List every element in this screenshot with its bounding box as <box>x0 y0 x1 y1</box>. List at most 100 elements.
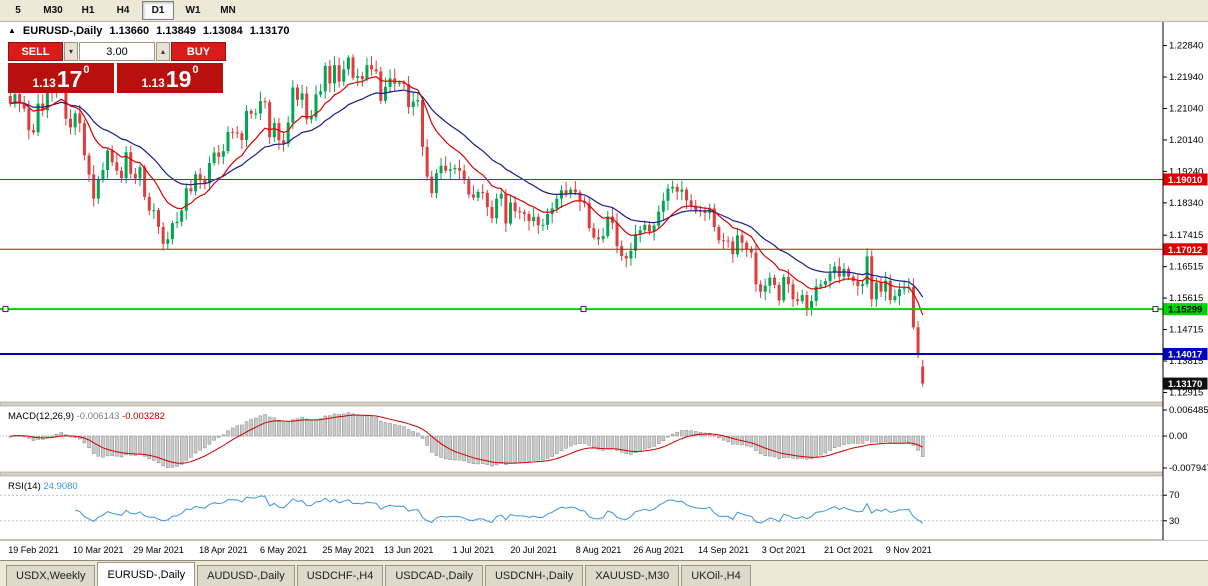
rsi-label: RSI(14) 24.9080 <box>8 481 78 492</box>
chart-symbol-title: EURUSD-,Daily <box>22 25 103 37</box>
timeframe-button-m30[interactable]: M30 <box>43 5 63 16</box>
date-label: 14 Sep 2021 <box>698 545 749 555</box>
sell-price-display[interactable]: 1.13 17 0 <box>8 63 114 93</box>
price-tick: 1.18340 <box>1169 198 1203 209</box>
buy-price-whole: 1.13 <box>141 76 165 90</box>
timeframe-button-d1[interactable]: D1 <box>142 1 174 20</box>
chart-tab-usdx-weekly[interactable]: USDX,Weekly <box>6 565 96 586</box>
timeframe-button-mn[interactable]: MN <box>220 5 236 16</box>
chart-tab-usdcnh-daily[interactable]: USDCNH-,Daily <box>484 565 584 586</box>
chart-tab-audusd-daily[interactable]: AUDUSD-,Daily <box>197 565 295 586</box>
rsi-axis-tick: 70 <box>1169 490 1180 501</box>
buy-price-display[interactable]: 1.13 19 0 <box>117 63 223 93</box>
date-label: 13 Jun 2021 <box>384 545 434 555</box>
price-tick: 1.22840 <box>1169 41 1203 52</box>
timeframe-button-h1[interactable]: H1 <box>81 5 95 16</box>
chart-tab-ukoil-h4[interactable]: UKOil-,H4 <box>681 565 751 586</box>
svg-text:1.19010: 1.19010 <box>1168 175 1202 186</box>
chart-window: 1.22840 1.21940 1.21040 1.20140 1.19240 1.183… <box>0 22 1208 560</box>
date-label: 3 Oct 2021 <box>762 545 806 555</box>
price-tick: 1.21040 <box>1169 103 1203 114</box>
volume-input[interactable]: 3.00 <box>79 42 155 61</box>
date-label: 26 Aug 2021 <box>633 545 684 555</box>
timeframe-button-5[interactable]: 5 <box>15 5 21 16</box>
price-close: 1.13170 <box>249 25 290 37</box>
rsi-line <box>75 495 923 524</box>
price-tick: 1.19240 <box>1169 166 1203 177</box>
date-label: 20 Jul 2021 <box>510 545 557 555</box>
price-tick: 1.21940 <box>1169 72 1203 83</box>
price-tick: 1.12915 <box>1169 387 1203 398</box>
price-tick: 1.17415 <box>1169 230 1203 241</box>
volume-decrease-button[interactable]: ▾ <box>64 42 78 61</box>
current-price-tag: 1.13170 <box>1163 377 1208 390</box>
date-label: 1 Jul 2021 <box>453 545 495 555</box>
caret-down-icon: ▾ <box>68 47 73 56</box>
date-label: 18 Apr 2021 <box>199 545 248 555</box>
macd-rsi-separator[interactable] <box>0 471 1208 477</box>
price-tick: 1.13815 <box>1169 356 1203 367</box>
one-click-trade-panel: SELL ▾ 3.00 ▴ BUY 1.13 17 0 1.13 19 0 <box>8 42 226 93</box>
line-handle[interactable] <box>580 306 587 313</box>
price-tick: 1.14715 <box>1169 325 1203 336</box>
svg-text:1.15299: 1.15299 <box>1168 305 1202 316</box>
chart-tab-bar: USDX,Weekly EURUSD-,Daily AUDUSD-,Daily USD… <box>0 560 1208 586</box>
line-handle[interactable] <box>2 306 9 313</box>
chart-header: ▲ EURUSD-,Daily 1.13660 1.13849 1.13084 … <box>8 25 289 37</box>
price-high: 1.13849 <box>156 25 196 37</box>
timeframe-toolbar: 5 M30 H1 H4 D1 W1 MN <box>0 0 1208 22</box>
date-label: 9 Nov 2021 <box>886 545 932 555</box>
sell-price-whole: 1.13 <box>32 76 56 90</box>
price-tick: 1.15615 <box>1169 293 1203 304</box>
chart-canvas[interactable]: 1.22840 1.21940 1.21040 1.20140 1.19240 1.183… <box>0 22 1208 560</box>
timeframe-button-h4[interactable]: H4 <box>116 5 130 16</box>
price-tick: 1.16515 <box>1169 262 1203 273</box>
svg-text:1.13170: 1.13170 <box>1168 379 1202 390</box>
price-open: 1.13660 <box>109 25 150 37</box>
trade-price-row: 1.13 17 0 1.13 19 0 <box>8 63 226 93</box>
candlestick-layer <box>8 54 925 387</box>
date-label: 10 Mar 2021 <box>73 545 124 555</box>
chart-tab-usdchf-h4[interactable]: USDCHF-,H4 <box>296 565 384 586</box>
buy-price-pips: 19 <box>165 66 192 93</box>
ma-fast-line <box>10 76 924 316</box>
svg-text:1.14017: 1.14017 <box>1168 349 1202 360</box>
date-label: 29 Mar 2021 <box>133 545 184 555</box>
chart-tab-xauusd-m30[interactable]: XAUUSD-,M30 <box>585 565 680 586</box>
price-low: 1.13084 <box>202 25 243 37</box>
macd-axis-tick: 0.00 <box>1169 431 1188 442</box>
buy-button[interactable]: BUY <box>171 42 226 61</box>
price-tag-1.14017: 1.14017 <box>1163 347 1208 360</box>
ma-slow-line <box>10 89 924 298</box>
timeframe-button-w1[interactable]: W1 <box>185 5 201 16</box>
time-axis[interactable]: 19 Feb 2021 10 Mar 2021 29 Mar 2021 18 Apr … <box>8 545 932 555</box>
svg-text:1.17012: 1.17012 <box>1168 245 1202 256</box>
chart-background <box>0 22 1208 560</box>
chart-tab-usdcad-daily[interactable]: USDCAD-,Daily <box>385 565 483 586</box>
price-tag-1.17012: 1.17012 <box>1163 243 1208 256</box>
date-label: 19 Feb 2021 <box>8 545 59 555</box>
sell-price-pips: 17 <box>56 66 83 93</box>
volume-increase-button[interactable]: ▴ <box>156 42 170 61</box>
macd-axis-tick: -0.007947 <box>1169 463 1208 474</box>
trade-buttons-row: SELL ▾ 3.00 ▴ BUY <box>8 42 226 61</box>
buy-price-pipette: 0 <box>192 64 199 76</box>
macd-signal-line <box>10 414 923 464</box>
macd-histogram <box>8 412 925 468</box>
sell-button[interactable]: SELL <box>8 42 63 61</box>
price-macd-separator[interactable] <box>0 401 1208 407</box>
date-label: 25 May 2021 <box>322 545 374 555</box>
price-axis[interactable]: 1.22840 1.21940 1.21040 1.20140 1.19240 1.183… <box>1162 22 1208 540</box>
macd-axis-tick: 0.006485 <box>1169 405 1208 416</box>
caret-up-icon: ▴ <box>160 47 165 56</box>
rsi-axis-tick: 30 <box>1169 516 1180 527</box>
sell-price-pipette: 0 <box>83 64 90 76</box>
date-label: 21 Oct 2021 <box>824 545 873 555</box>
price-tag-1.15299: 1.15299 <box>1163 303 1208 316</box>
line-handle[interactable] <box>1152 306 1159 313</box>
date-label: 6 May 2021 <box>260 545 307 555</box>
date-label: 8 Aug 2021 <box>576 545 622 555</box>
price-tick: 1.20140 <box>1169 135 1203 146</box>
chart-tab-eurusd-daily[interactable]: EURUSD-,Daily <box>97 562 196 586</box>
chart-shift-icon: ▲ <box>8 25 16 35</box>
